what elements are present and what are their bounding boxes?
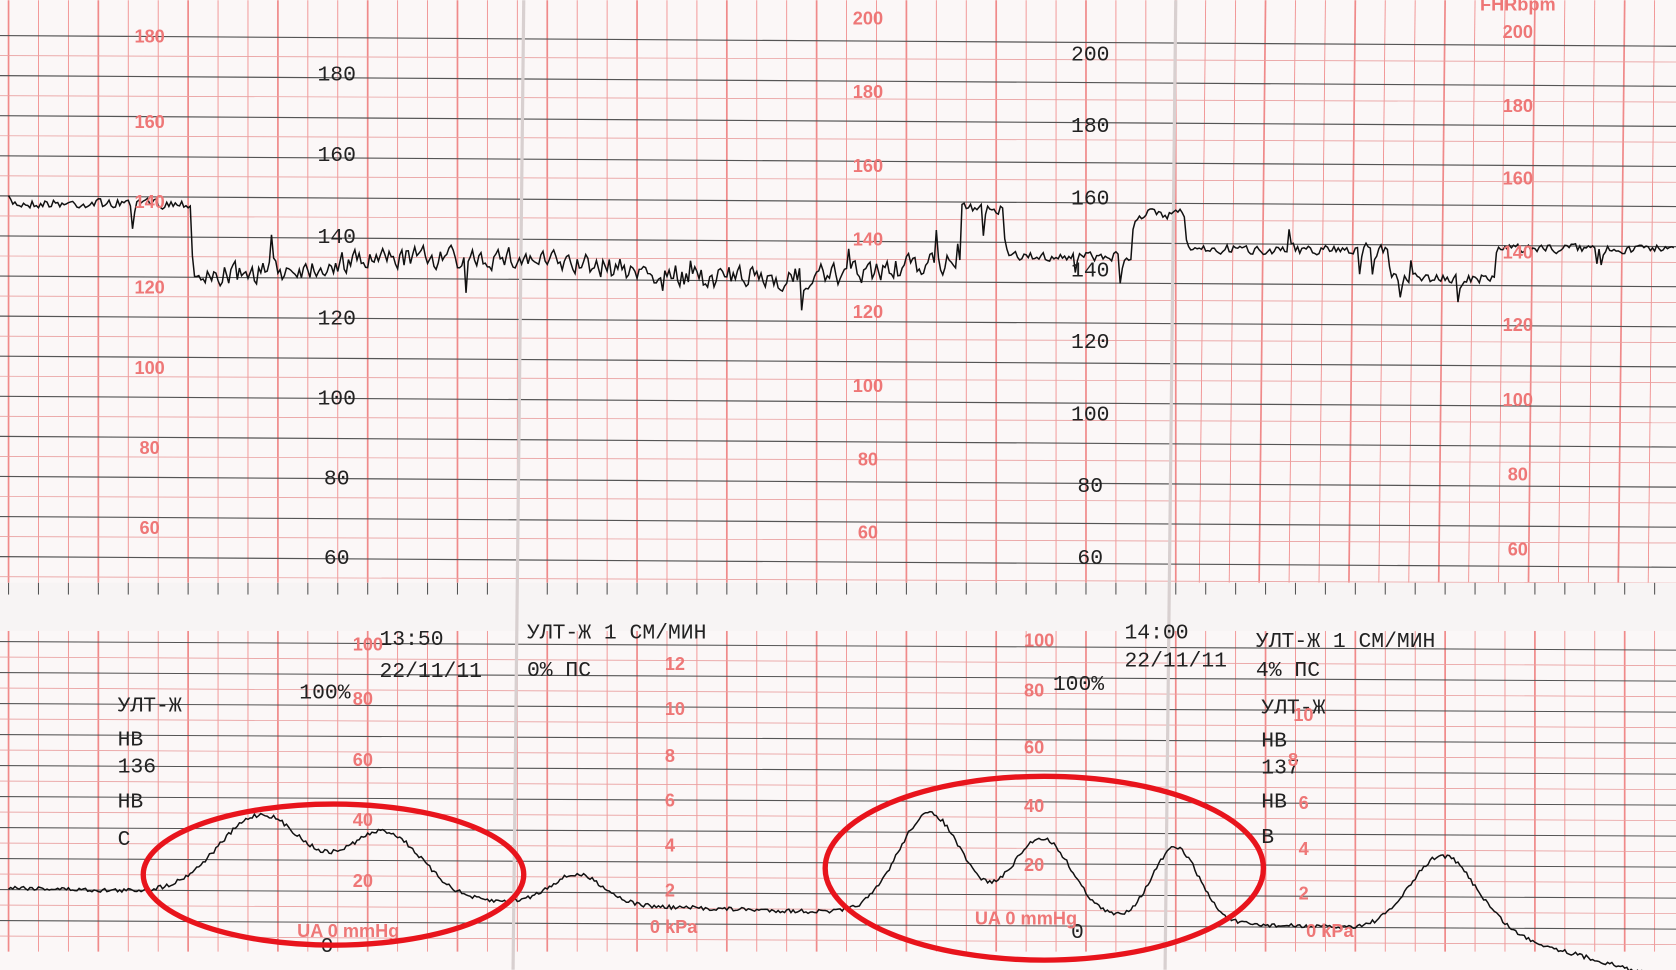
toco-label: 12: [665, 654, 685, 674]
toco-label: 2: [665, 881, 675, 901]
toco-label: 8: [1288, 750, 1298, 770]
toco-label: 100: [1024, 630, 1054, 650]
toco-label: 2: [1299, 884, 1309, 904]
fhr-scale-label: 80: [858, 450, 878, 470]
toco-label: УЛТ-Ж: [118, 694, 182, 718]
toco-label: 8: [665, 746, 675, 766]
toco-label: 0 kPa: [1306, 921, 1354, 941]
toco-label: С: [118, 828, 131, 852]
fhr-scale-label: 180: [1503, 96, 1533, 116]
toco-label: 20: [1024, 855, 1044, 875]
toco-label: 10: [1293, 705, 1313, 725]
fhr-scale-label: 180: [134, 26, 164, 46]
fhr-scale-label: 120: [1071, 331, 1109, 355]
fhr-scale-label: 180: [1071, 115, 1109, 139]
paper-gap: [0, 583, 1676, 631]
fhr-scale-label: 100: [853, 376, 883, 396]
toco-label: НВ: [1261, 730, 1287, 754]
fhr-scale-label: 80: [1077, 475, 1103, 499]
toco-label: В: [1261, 826, 1274, 850]
fhr-scale-label: 80: [140, 438, 160, 458]
fhr-scale-label: 100: [1503, 390, 1533, 410]
fhr-scale-label: 80: [1508, 465, 1528, 485]
page: 1801601401201008060180160140120100806020…: [0, 0, 1676, 970]
fhr-scale-label: 160: [317, 144, 355, 168]
fhr-scale-label: 140: [317, 226, 355, 250]
fhr-scale-label: 180: [317, 64, 355, 88]
fhr-scale-label: 140: [853, 230, 883, 250]
toco-label: НВ: [1261, 791, 1287, 815]
toco-label: 6: [1299, 793, 1309, 813]
fhr-scale-label: 160: [134, 112, 164, 132]
toco-label: 10: [665, 699, 685, 719]
toco-label: 80: [1024, 681, 1044, 701]
toco-label: UA 0 mmHg: [297, 921, 399, 941]
fhr-scale-label: 120: [317, 307, 355, 331]
toco-label: НВ: [118, 729, 144, 753]
fhr-scale-label: 60: [324, 547, 350, 571]
fhr-scale-label: 60: [140, 518, 160, 538]
ctg-paper: 1801601401201008060180160140120100806020…: [0, 0, 1676, 970]
fhr-scale-label: 120: [134, 278, 164, 298]
fhr-scale-label: 140: [1503, 242, 1533, 262]
toco-label: 0 kPa: [650, 917, 698, 937]
fhr-scale-label: 140: [134, 192, 164, 212]
toco-label: 14:00: [1124, 622, 1188, 646]
toco-label: 0% ПС: [527, 659, 591, 683]
toco-label: 40: [353, 810, 373, 830]
toco-label: UA 0 mmHg: [975, 908, 1077, 928]
fhr-scale-label: FHRbpm: [1480, 0, 1556, 14]
toco-label: 4% ПС: [1256, 659, 1320, 683]
fhr-scale-label: 60: [1077, 547, 1103, 571]
fhr-scale-label: 100: [134, 358, 164, 378]
toco-label: 40: [1024, 796, 1044, 816]
toco-label: 13:50: [379, 628, 443, 652]
toco-label: 4: [1299, 839, 1309, 859]
fhr-scale-label: 180: [853, 82, 883, 102]
toco-label: 22/11/11: [379, 660, 482, 684]
toco-label: 60: [353, 750, 373, 770]
fhr-scale-label: 60: [1508, 540, 1528, 560]
toco-label: УЛТ-Ж 1 СМ/МИН: [527, 622, 706, 646]
fhr-scale-label: 100: [1071, 404, 1109, 428]
toco-label: 60: [1024, 737, 1044, 757]
fhr-scale-label: 140: [1071, 259, 1109, 283]
fhr-scale-label: 200: [1071, 43, 1109, 67]
toco-label: УЛТ-Ж 1 СМ/МИН: [1256, 630, 1435, 654]
toco-label: НВ: [118, 791, 144, 815]
toco-label: 4: [665, 836, 675, 856]
fhr-scale-label: 160: [1503, 169, 1533, 189]
toco-label: 100: [353, 635, 383, 655]
toco-label: 100%: [299, 682, 350, 706]
fhr-scale-label: 200: [1503, 22, 1533, 42]
toco-label: 136: [118, 755, 156, 779]
fhr-scale-label: 200: [853, 8, 883, 28]
fhr-scale-label: 60: [858, 522, 878, 542]
toco-label: 6: [665, 791, 675, 811]
toco-label: 22/11/11: [1124, 649, 1227, 673]
fhr-scale-label: 160: [1071, 188, 1109, 212]
fhr-scale-label: 80: [324, 468, 350, 492]
fhr-scale-label: 120: [1503, 315, 1533, 335]
fhr-scale-label: 100: [317, 388, 355, 412]
fhr-scale-label: 120: [853, 302, 883, 322]
toco-label: 80: [353, 689, 373, 709]
toco-label: 20: [353, 871, 373, 891]
toco-label: 100%: [1053, 673, 1104, 697]
fhr-scale-label: 160: [853, 156, 883, 176]
